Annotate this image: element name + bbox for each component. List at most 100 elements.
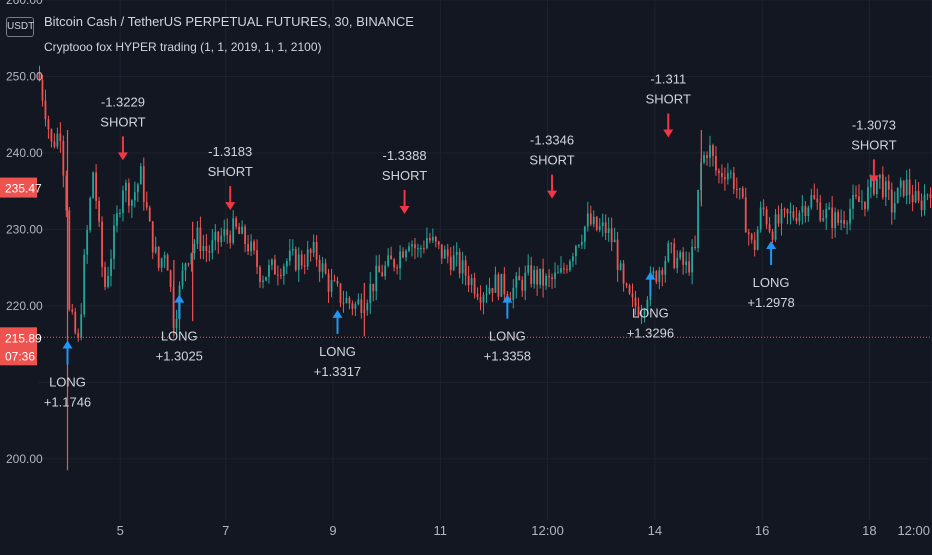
x-tick-label: 5 [117, 523, 124, 538]
indicator-title[interactable]: Cryptooo fox HYPER trading (1, 1, 2019, … [44, 40, 322, 54]
candle-body [271, 259, 273, 266]
x-tick-label: 14 [648, 523, 662, 538]
candle-body [655, 271, 658, 282]
candle-body [92, 172, 95, 199]
long-signal-label: LONG [161, 329, 198, 344]
candle-body [166, 255, 169, 271]
candle-body [333, 280, 336, 282]
candle-body [613, 239, 616, 243]
candle-body [706, 155, 708, 158]
candle-body [425, 238, 428, 249]
candle-body [169, 270, 172, 287]
candle-body [580, 241, 583, 245]
candle-body [729, 172, 732, 174]
candle-body [652, 271, 655, 274]
long-signal-value: +1.3358 [484, 349, 531, 364]
candle-body [750, 233, 753, 240]
last-price-label: 215.89 [5, 331, 42, 345]
candle-body [452, 255, 455, 271]
candle-body [244, 226, 247, 245]
candle-body [77, 332, 80, 338]
candle-body [184, 263, 187, 271]
candle-body [324, 263, 327, 274]
candle-body [467, 275, 470, 286]
candle-body [881, 174, 884, 198]
candle-body [145, 202, 148, 208]
candle-body [98, 200, 100, 222]
candle-body [810, 195, 813, 208]
candle-body [62, 141, 65, 176]
candle-body [798, 212, 801, 222]
candle-body [709, 145, 711, 158]
candle-body [148, 207, 151, 222]
candle-body [423, 248, 425, 250]
short-arrow-head [547, 190, 558, 199]
candle-body [774, 214, 777, 240]
candle-body [312, 241, 315, 253]
candle-body [470, 278, 473, 286]
candle-body [852, 194, 854, 209]
candle-body [276, 274, 279, 276]
candle-body [908, 179, 911, 195]
candle-body [223, 229, 226, 236]
axis-layer: 260.00 250.00 240.00 230.00 220.00 200.00 5 7 9 1… [0, 0, 930, 538]
long-arrow-head [766, 241, 777, 250]
candle-body [408, 246, 410, 251]
candle-body [804, 206, 807, 216]
candle-body [253, 241, 255, 251]
long-arrow-head [645, 271, 656, 280]
candle-body [771, 231, 774, 240]
candle-body [721, 172, 723, 178]
short-signal-value: -1.3183 [208, 144, 252, 159]
currency-button[interactable]: USDT [6, 17, 34, 37]
candle-body [768, 224, 771, 232]
candle-body [107, 275, 109, 287]
candle-body [74, 311, 77, 333]
candle-body [378, 265, 381, 273]
candle-body [122, 190, 124, 214]
candle-body [327, 273, 330, 292]
candle-body [494, 274, 497, 293]
long-signal-label: LONG [753, 275, 790, 290]
candle-body [637, 306, 640, 316]
candle-body [831, 207, 834, 229]
candle-body [116, 213, 118, 226]
long-signal-value: +1.3025 [156, 349, 203, 364]
candle-body [622, 263, 625, 284]
candle-body [899, 180, 902, 188]
candle-body [175, 319, 178, 328]
candle-body [133, 192, 136, 201]
candle-body [68, 210, 71, 310]
short-signal-label: SHORT [646, 91, 691, 106]
candle-body [738, 188, 741, 190]
candle-body [780, 208, 783, 224]
candle-body [473, 278, 476, 294]
short-arrow-head [399, 205, 410, 214]
candle-body [151, 221, 154, 253]
y-tick-label: 240.00 [6, 146, 43, 160]
candle-body [753, 239, 756, 250]
candle-body [849, 208, 851, 224]
candle-body [125, 182, 127, 191]
x-tick-label: 11 [434, 523, 448, 538]
candle-body [816, 198, 819, 203]
candle-body [813, 195, 816, 199]
candle-body [345, 297, 348, 303]
x-tick-label: 12:00 [897, 523, 930, 538]
candle-body [285, 261, 288, 267]
candle-body [822, 218, 825, 221]
candle-body [777, 214, 780, 224]
candle-body [458, 251, 461, 274]
candle-body [685, 261, 688, 265]
candle-body [890, 189, 893, 213]
candle-body [658, 270, 661, 282]
short-signal-value: -1.3346 [530, 133, 574, 148]
candle-body [101, 221, 103, 267]
candle-body [56, 133, 59, 147]
candle-body [59, 133, 62, 142]
candle-body [142, 166, 145, 203]
candle-body [694, 246, 696, 249]
candle-body [238, 226, 241, 234]
short-signal-label: SHORT [100, 114, 145, 129]
